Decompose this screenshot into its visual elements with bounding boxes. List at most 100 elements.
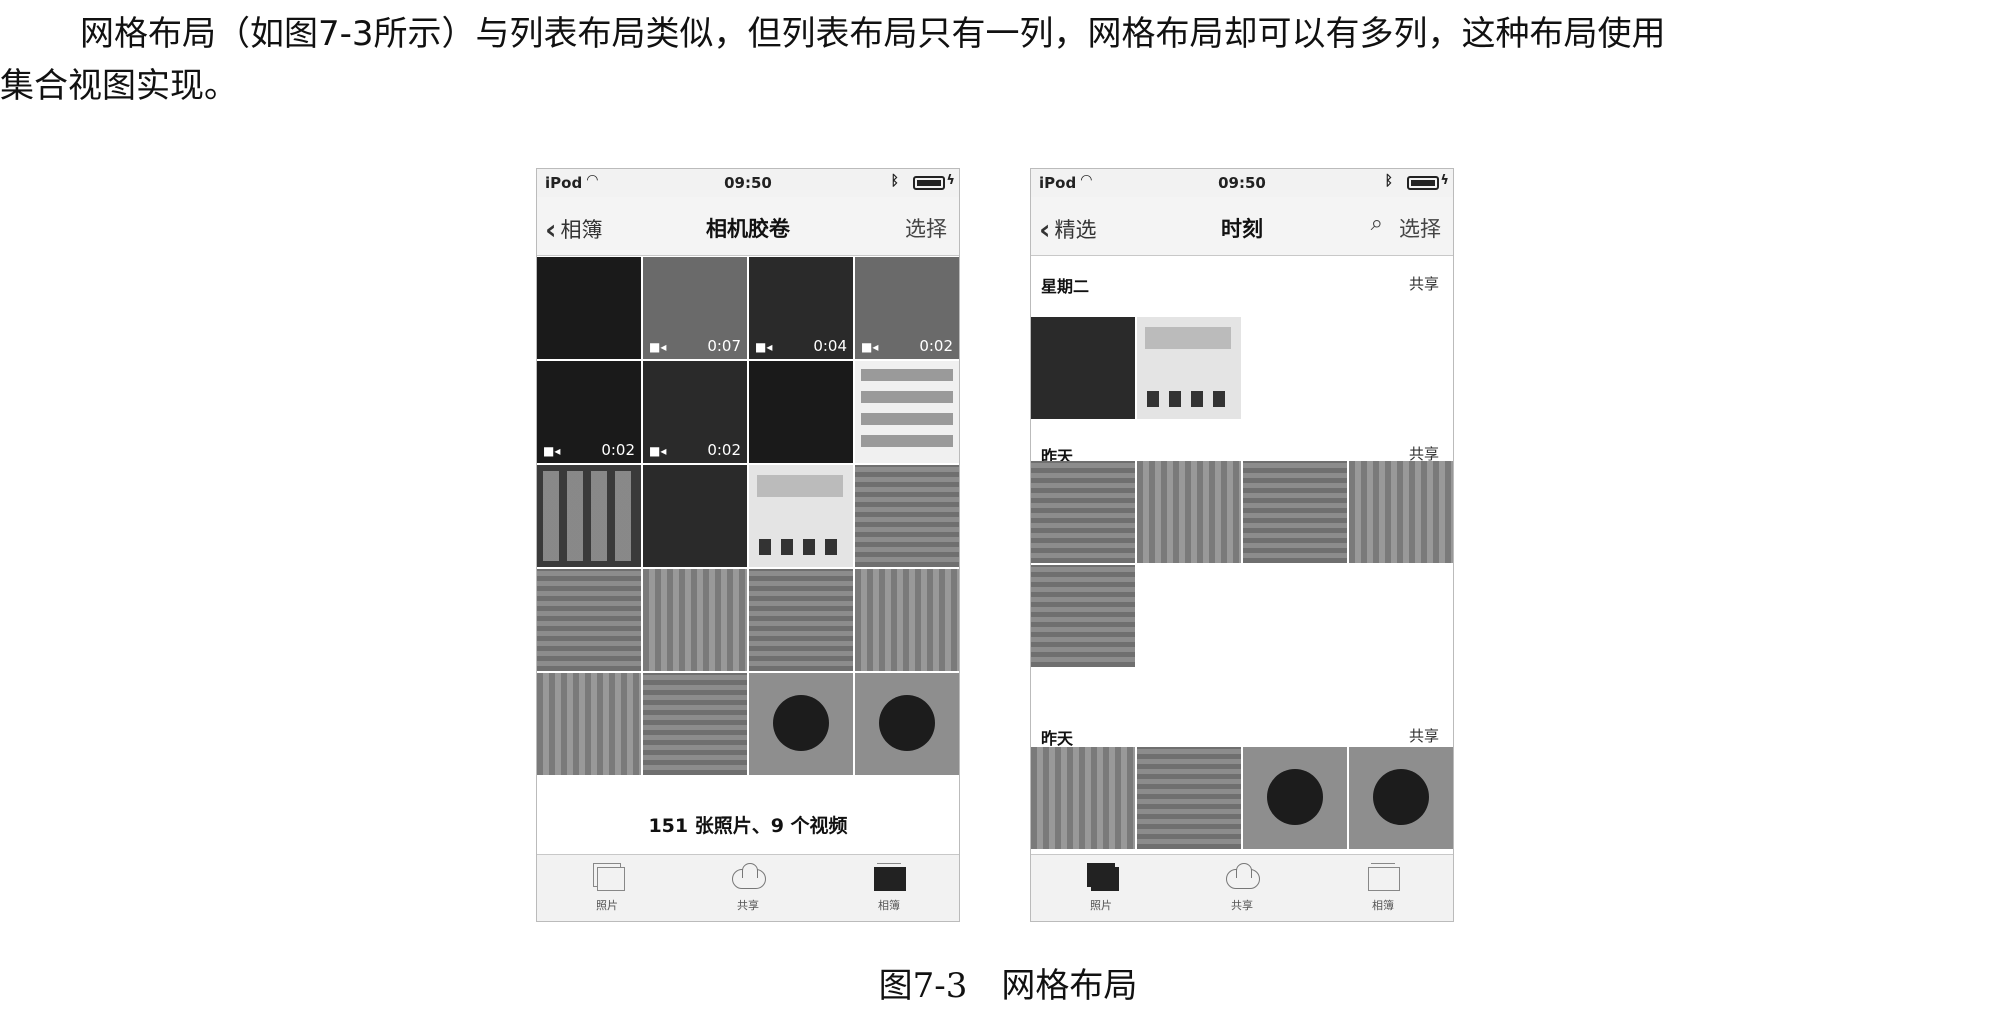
status-bar: iPod ◠ 09:50 ᛒ ϟ bbox=[537, 169, 959, 197]
select-button[interactable]: 选择 bbox=[905, 217, 947, 241]
video-thumbnail[interactable]: ■◂ 0:07 bbox=[643, 257, 747, 359]
share-button[interactable]: 共享 bbox=[1408, 445, 1439, 463]
photo-thumbnail[interactable] bbox=[1031, 747, 1135, 849]
back-label: 精选 bbox=[1054, 218, 1097, 242]
video-duration: 0:02 bbox=[601, 441, 635, 459]
moment-date: 昨天 bbox=[1041, 729, 1074, 748]
cloud-icon bbox=[730, 861, 766, 891]
video-duration: 0:02 bbox=[707, 441, 741, 459]
albums-icon bbox=[1365, 861, 1401, 891]
photo-thumbnail[interactable] bbox=[749, 465, 853, 567]
photo-thumbnail[interactable] bbox=[1243, 747, 1347, 849]
photo-thumbnail[interactable] bbox=[643, 465, 747, 567]
tab-bar: 照片 共享 相簿 bbox=[537, 854, 959, 921]
tab-albums[interactable]: 相簿 bbox=[1333, 861, 1433, 913]
nav-title: 时刻 bbox=[1221, 217, 1263, 241]
charging-icon: ϟ bbox=[1440, 173, 1449, 188]
tab-albums[interactable]: 相簿 bbox=[839, 861, 939, 913]
photo-thumbnail[interactable] bbox=[537, 465, 641, 567]
battery-icon bbox=[1407, 176, 1439, 190]
photo-thumbnail[interactable] bbox=[855, 361, 959, 463]
figure-caption: 图7-3 网格布局 bbox=[878, 966, 1138, 1006]
video-camera-icon: ■◂ bbox=[649, 340, 667, 354]
search-icon[interactable]: ⌕ bbox=[1370, 211, 1383, 236]
photo-thumbnail[interactable] bbox=[1243, 461, 1347, 563]
video-thumbnail[interactable]: ■◂ 0:02 bbox=[643, 361, 747, 463]
video-camera-icon: ■◂ bbox=[861, 340, 879, 354]
tab-label: 相簿 bbox=[878, 899, 900, 912]
video-thumbnail[interactable]: ■◂ 0:04 bbox=[749, 257, 853, 359]
photo-thumbnail[interactable] bbox=[855, 569, 959, 671]
photo-thumbnail[interactable] bbox=[643, 569, 747, 671]
share-button[interactable]: 共享 bbox=[1408, 275, 1439, 293]
photo-thumbnail[interactable] bbox=[1137, 747, 1241, 849]
photos-icon bbox=[1083, 861, 1119, 891]
photo-thumbnail[interactable] bbox=[749, 361, 853, 463]
video-thumbnail[interactable]: ■◂ 0:02 bbox=[537, 361, 641, 463]
chevron-left-icon: ‹ bbox=[545, 213, 557, 246]
back-label: 相簿 bbox=[560, 218, 603, 242]
photo-thumbnail[interactable] bbox=[1031, 565, 1135, 667]
photo-thumbnail[interactable] bbox=[1349, 747, 1453, 849]
nav-title: 相机胶卷 bbox=[706, 217, 790, 241]
camera-roll-screenshot: iPod ◠ 09:50 ᛒ ϟ ‹ 相簿 相机胶卷 选择 ■◂ 0:07 ■◂ 0:… bbox=[536, 168, 960, 922]
carrier-label: iPod bbox=[545, 174, 583, 192]
moment-header: 昨天 共享 bbox=[1031, 713, 1453, 753]
tab-label: 照片 bbox=[596, 899, 618, 912]
select-button[interactable]: 选择 bbox=[1399, 217, 1441, 241]
photo-thumbnail[interactable] bbox=[855, 673, 959, 775]
tab-shared[interactable]: 共享 bbox=[698, 861, 798, 913]
navigation-bar: ‹ 精选 时刻 ⌕ 选择 bbox=[1031, 197, 1453, 256]
tab-label: 照片 bbox=[1090, 899, 1112, 912]
photo-thumbnail[interactable] bbox=[537, 673, 641, 775]
video-duration: 0:04 bbox=[813, 337, 847, 355]
video-camera-icon: ■◂ bbox=[755, 340, 773, 354]
status-bar: iPod ◠ 09:50 ᛒ ϟ bbox=[1031, 169, 1453, 197]
moment-grid bbox=[1031, 317, 1453, 419]
status-time: 09:50 bbox=[1218, 174, 1266, 192]
status-time: 09:50 bbox=[724, 174, 772, 192]
tab-bar: 照片 共享 相簿 bbox=[1031, 854, 1453, 921]
photo-thumbnail[interactable] bbox=[1137, 461, 1241, 563]
photo-thumbnail[interactable] bbox=[749, 673, 853, 775]
video-camera-icon: ■◂ bbox=[649, 444, 667, 458]
carrier-label: iPod bbox=[1039, 174, 1077, 192]
video-duration: 0:02 bbox=[919, 337, 953, 355]
battery-icon bbox=[913, 176, 945, 190]
wifi-icon: ◠ bbox=[1081, 172, 1092, 188]
back-button[interactable]: ‹ 相簿 bbox=[545, 211, 603, 246]
video-thumbnail[interactable]: ■◂ 0:02 bbox=[855, 257, 959, 359]
photo-thumbnail[interactable] bbox=[1031, 317, 1135, 419]
tab-photos[interactable]: 照片 bbox=[1051, 861, 1151, 913]
photo-thumbnail[interactable] bbox=[537, 257, 641, 359]
paragraph-line-1: 网格布局（如图7-3所示）与列表布局类似，但列表布局只有一列，网格布局却可以有多… bbox=[80, 14, 1666, 54]
bluetooth-icon: ᛒ bbox=[1384, 173, 1393, 189]
navigation-bar: ‹ 相簿 相机胶卷 选择 bbox=[537, 197, 959, 256]
photo-thumbnail[interactable] bbox=[1031, 461, 1135, 563]
moment-date: 星期二 bbox=[1041, 277, 1090, 296]
moment-header: 星期二 共享 bbox=[1031, 261, 1453, 301]
photo-thumbnail[interactable] bbox=[1137, 317, 1241, 419]
cloud-icon bbox=[1224, 861, 1260, 891]
photo-thumbnail[interactable] bbox=[855, 465, 959, 567]
tab-photos[interactable]: 照片 bbox=[557, 861, 657, 913]
tab-shared[interactable]: 共享 bbox=[1192, 861, 1292, 913]
paragraph-line-2: 集合视图实现。 bbox=[0, 66, 238, 106]
photos-icon bbox=[589, 861, 625, 891]
wifi-icon: ◠ bbox=[587, 172, 598, 188]
chevron-left-icon: ‹ bbox=[1039, 213, 1051, 246]
tab-label: 共享 bbox=[1231, 899, 1253, 912]
photo-thumbnail[interactable] bbox=[643, 673, 747, 775]
photo-thumbnail[interactable] bbox=[749, 569, 853, 671]
back-button[interactable]: ‹ 精选 bbox=[1039, 211, 1097, 246]
tab-label: 相簿 bbox=[1372, 899, 1394, 912]
photo-count-summary: 151 张照片、9 个视频 bbox=[648, 815, 848, 837]
share-button[interactable]: 共享 bbox=[1408, 727, 1439, 745]
video-duration: 0:07 bbox=[707, 337, 741, 355]
photo-thumbnail[interactable] bbox=[537, 569, 641, 671]
photo-thumbnail[interactable] bbox=[1349, 461, 1453, 563]
moments-screenshot: iPod ◠ 09:50 ᛒ ϟ ‹ 精选 时刻 ⌕ 选择 星期二 共享 昨天 共… bbox=[1030, 168, 1454, 922]
video-camera-icon: ■◂ bbox=[543, 444, 561, 458]
moment-grid bbox=[1031, 461, 1453, 667]
bluetooth-icon: ᛒ bbox=[890, 173, 899, 189]
